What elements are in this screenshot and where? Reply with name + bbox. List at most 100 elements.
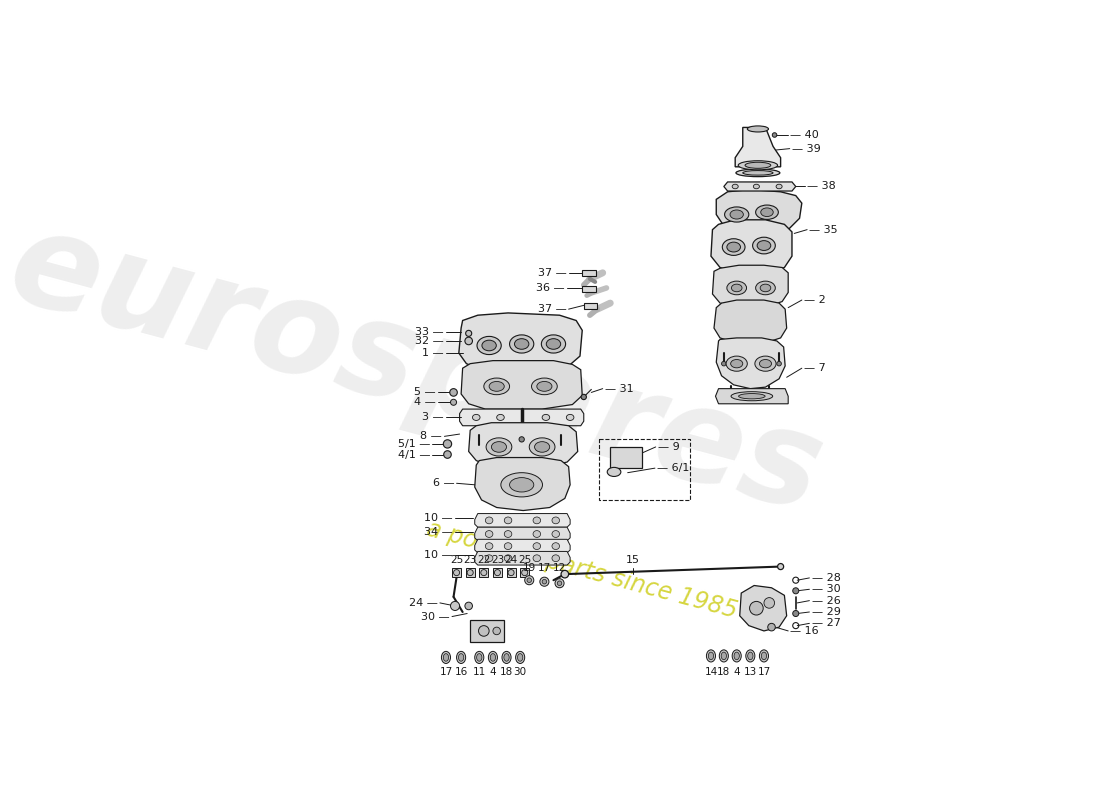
Text: — 39: — 39 xyxy=(792,144,821,154)
Circle shape xyxy=(450,389,458,396)
Text: 34 —: 34 — xyxy=(424,527,453,538)
Ellipse shape xyxy=(748,652,754,660)
Text: 10 —: 10 — xyxy=(425,550,453,560)
Ellipse shape xyxy=(534,555,540,562)
Polygon shape xyxy=(461,361,582,409)
Bar xyxy=(584,303,597,309)
Ellipse shape xyxy=(541,335,565,353)
Text: 4 —: 4 — xyxy=(415,398,436,407)
Ellipse shape xyxy=(746,650,755,662)
Text: — 6/1: — 6/1 xyxy=(657,463,690,473)
Text: 6 —: 6 — xyxy=(432,478,454,488)
Circle shape xyxy=(768,623,776,631)
Circle shape xyxy=(465,602,473,610)
Text: 1 —: 1 — xyxy=(422,348,443,358)
Circle shape xyxy=(764,598,774,608)
Text: 13: 13 xyxy=(744,666,757,677)
Ellipse shape xyxy=(473,414,480,421)
Circle shape xyxy=(443,450,451,458)
Ellipse shape xyxy=(759,359,771,368)
Text: 37 —: 37 — xyxy=(538,304,566,314)
Ellipse shape xyxy=(475,651,484,663)
Text: — 9: — 9 xyxy=(658,442,680,452)
Text: 30: 30 xyxy=(514,666,527,677)
Polygon shape xyxy=(475,527,570,541)
Text: 8 —: 8 — xyxy=(420,431,442,442)
Ellipse shape xyxy=(534,530,540,538)
Circle shape xyxy=(722,362,726,366)
Text: 33 —: 33 — xyxy=(415,327,443,337)
Circle shape xyxy=(443,440,452,448)
Text: 14: 14 xyxy=(704,666,717,677)
Circle shape xyxy=(778,563,783,570)
Ellipse shape xyxy=(733,650,741,662)
Circle shape xyxy=(465,330,472,337)
Ellipse shape xyxy=(485,555,493,562)
Ellipse shape xyxy=(482,340,496,350)
Ellipse shape xyxy=(443,654,449,662)
Ellipse shape xyxy=(529,438,556,456)
Ellipse shape xyxy=(547,338,561,350)
Ellipse shape xyxy=(607,467,620,477)
Circle shape xyxy=(508,570,514,576)
Text: 36 —: 36 — xyxy=(536,283,564,293)
Polygon shape xyxy=(714,300,786,343)
Text: 25: 25 xyxy=(450,555,463,565)
Circle shape xyxy=(453,570,460,576)
Ellipse shape xyxy=(497,414,504,421)
Polygon shape xyxy=(735,127,781,167)
Ellipse shape xyxy=(486,438,512,456)
Ellipse shape xyxy=(752,238,776,254)
Text: 12: 12 xyxy=(553,562,566,573)
Circle shape xyxy=(525,576,533,585)
Text: — 31: — 31 xyxy=(605,384,634,394)
Ellipse shape xyxy=(734,652,739,660)
Circle shape xyxy=(581,394,586,400)
Circle shape xyxy=(728,394,733,399)
Bar xyxy=(598,439,690,500)
Ellipse shape xyxy=(476,654,482,662)
Ellipse shape xyxy=(727,281,747,294)
Ellipse shape xyxy=(738,161,778,170)
Text: 17: 17 xyxy=(538,562,551,573)
Text: eurospares: eurospares xyxy=(0,200,835,539)
Ellipse shape xyxy=(534,517,540,524)
Bar xyxy=(520,568,529,577)
Polygon shape xyxy=(475,539,570,553)
Polygon shape xyxy=(739,586,786,631)
Text: — 7: — 7 xyxy=(804,363,826,374)
Ellipse shape xyxy=(535,442,550,452)
Circle shape xyxy=(468,570,473,576)
Ellipse shape xyxy=(742,170,773,175)
Circle shape xyxy=(772,133,777,138)
Ellipse shape xyxy=(566,414,574,421)
Bar xyxy=(465,568,475,577)
Ellipse shape xyxy=(485,517,493,524)
Text: 17: 17 xyxy=(439,666,452,677)
Text: — 2: — 2 xyxy=(804,295,826,305)
Circle shape xyxy=(767,394,771,399)
Ellipse shape xyxy=(500,473,542,497)
Polygon shape xyxy=(475,551,570,565)
Bar xyxy=(582,286,596,293)
Text: 37 —: 37 — xyxy=(538,268,566,278)
Text: 15: 15 xyxy=(626,555,640,565)
Circle shape xyxy=(793,588,799,594)
Text: — 29: — 29 xyxy=(812,607,840,617)
Text: — 26: — 26 xyxy=(812,596,840,606)
Ellipse shape xyxy=(730,210,744,219)
Text: 3 —: 3 — xyxy=(422,413,443,422)
Ellipse shape xyxy=(732,284,742,292)
Bar xyxy=(470,619,504,642)
Bar xyxy=(506,568,516,577)
Circle shape xyxy=(465,337,473,345)
Text: 4: 4 xyxy=(490,666,496,677)
Text: 19: 19 xyxy=(522,562,536,573)
Ellipse shape xyxy=(759,650,769,662)
Polygon shape xyxy=(711,220,792,274)
Ellipse shape xyxy=(504,542,512,550)
Ellipse shape xyxy=(477,337,502,354)
Ellipse shape xyxy=(747,126,769,132)
Ellipse shape xyxy=(516,651,525,663)
Circle shape xyxy=(478,626,490,636)
